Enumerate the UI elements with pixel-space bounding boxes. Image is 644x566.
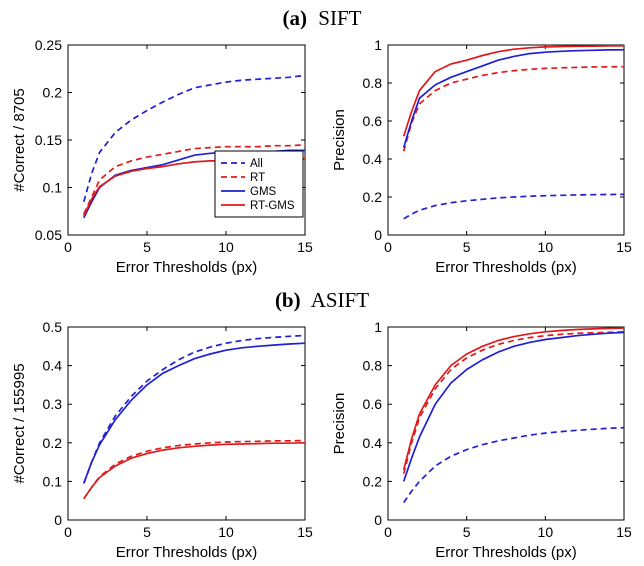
p1-c0-ytick-label: 0.2 (43, 435, 63, 451)
chart-asift-correct: 0 5 10 15 0 0.1 0.2 0.3 0.4 0.5 Error Thresholds (… (11, 319, 313, 561)
p0-c1-xtick-label: 0 (384, 239, 392, 255)
p1-c1-xtick-label: 0 (384, 524, 392, 540)
p0-c1-ytick-label: 0.6 (363, 113, 383, 129)
p1-c1-ylabel: Precision (331, 393, 348, 455)
p0-c0-legend-entry: All (250, 158, 263, 170)
p0-c1-xtick-label: 10 (538, 239, 554, 255)
p1-c1-xtick-label: 5 (463, 524, 471, 540)
chart-asift-precision: 0 5 10 15 0 0.2 0.4 0.6 0.8 1 Error Thresholds (px… (331, 319, 632, 561)
chart-sift-precision: 0 5 10 15 0 0.2 0.4 0.6 0.8 1 Error Thresholds (px… (331, 37, 632, 276)
p0-c0-legend: All RT GMS RT-GMS (214, 150, 304, 218)
p0-c0-ytick-label: 0.25 (35, 37, 62, 53)
p1-c1-series-rt (402, 330, 625, 474)
p0-c0-legend-entry: RT (250, 172, 265, 184)
p1-c1-ytick-label: 0.6 (363, 396, 383, 412)
p1-c0-series-rt (83, 439, 306, 500)
panel-a-label: (a) (283, 6, 308, 30)
p1-c1-series-all (402, 426, 625, 504)
p0-c0-ylabel: #Correct / 8705 (11, 88, 28, 191)
p0-c1-series-gms (402, 48, 625, 148)
p0-c0-ytick-label: 0.05 (35, 227, 62, 243)
p1-c0-axes-box (67, 326, 306, 521)
p1-c0-xtick-label: 5 (143, 524, 151, 540)
p0-c0-legend-box (214, 150, 304, 218)
p1-c0-xtick-label: 0 (64, 524, 72, 540)
p0-c1-xtick-label: 5 (463, 239, 471, 255)
p0-c1-axes-box (387, 44, 625, 236)
p1-c0-ytick-label: 0.1 (43, 473, 63, 489)
p1-c1-ytick-label: 0 (374, 512, 382, 528)
p1-c0-xtick-label: 10 (218, 524, 234, 540)
panel-b-name: ASIFT (311, 288, 370, 312)
p1-c0-ytick-label: 0.3 (43, 396, 63, 412)
p0-c1-series-rt (402, 65, 625, 152)
p0-c0-xtick-label: 10 (218, 239, 234, 255)
p1-c1-series-rt-gms (402, 327, 625, 471)
p1-c1-ytick-label: 0.8 (363, 358, 383, 374)
p0-c1-ylabel: Precision (331, 109, 348, 171)
p0-c1-series-all (403, 193, 625, 220)
p1-c0-series-all (83, 334, 306, 484)
p0-c0-ytick-label: 0.2 (43, 85, 63, 101)
p1-c1-xtick-label: 15 (616, 524, 632, 540)
p0-c0-ytick-label: 0.15 (35, 132, 62, 148)
p0-c0-xtick-label: 15 (297, 239, 313, 255)
p0-c1-ytick-label: 0.8 (363, 75, 383, 91)
p0-c0-series-rt (83, 143, 306, 215)
p0-c1-series-rt-gms (402, 44, 625, 137)
p0-c1-ytick-label: 1 (374, 37, 382, 53)
p1-c0-series-gms (83, 342, 306, 484)
p0-c0-xlabel: Error Thresholds (px) (116, 259, 257, 276)
p1-c1-axes-box (387, 326, 625, 521)
p0-c0-xtick-label: 5 (143, 239, 151, 255)
p1-c1-series-gms (402, 331, 625, 482)
p0-c0-xtick-label: 0 (64, 239, 72, 255)
panel-a-name: SIFT (318, 6, 361, 30)
p1-c0-ytick-label: 0.5 (43, 319, 63, 335)
p1-c1-xtick-label: 10 (538, 524, 554, 540)
panel-b-label: (b) (275, 288, 301, 312)
p1-c1-ytick-label: 0.2 (363, 473, 383, 489)
chart-sift-correct: 0 5 10 15 0.05 0.1 0.15 0.2 0.25 Error Thresholds… (11, 37, 313, 276)
panel-b-title: (b) ASIFT (275, 288, 369, 312)
p0-c1-ytick-label: 0.2 (363, 189, 383, 205)
p1-c0-ytick-label: 0 (54, 512, 62, 528)
p0-c1-ytick-label: 0 (374, 227, 382, 243)
p1-c0-series-rt-gms (83, 441, 306, 500)
p1-c0-ytick-label: 0.4 (43, 358, 63, 374)
panel-a-title: (a) SIFT (283, 6, 362, 30)
p0-c0-ytick-label: 0.1 (43, 180, 63, 196)
p0-c0-legend-entry: GMS (250, 186, 277, 198)
p1-c1-xlabel: Error Thresholds (px) (435, 544, 576, 561)
p1-c0-xlabel: Error Thresholds (px) (116, 544, 257, 561)
p1-c0-xtick-label: 15 (297, 524, 313, 540)
p1-c0-ylabel: #Correct / 155995 (11, 363, 28, 483)
p1-c1-ytick-label: 0.4 (363, 435, 383, 451)
p0-c1-xtick-label: 15 (616, 239, 632, 255)
p0-c1-xlabel: Error Thresholds (px) (435, 259, 576, 276)
p1-c1-ytick-label: 1 (374, 319, 382, 335)
p0-c1-ytick-label: 0.4 (363, 151, 383, 167)
p0-c0-legend-entry: RT-GMS (250, 200, 295, 212)
p0-c0-series-all (82, 74, 306, 203)
